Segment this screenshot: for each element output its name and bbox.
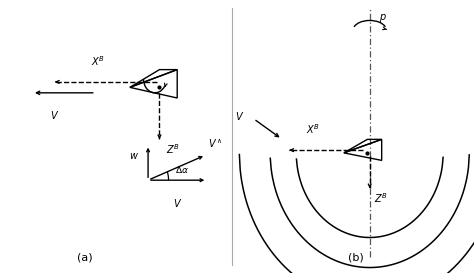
Text: $\Delta\alpha$: $\Delta\alpha$ bbox=[175, 164, 189, 175]
Text: $w$: $w$ bbox=[129, 151, 139, 161]
Text: $V$: $V$ bbox=[235, 110, 244, 122]
Text: (a): (a) bbox=[77, 252, 92, 262]
Text: $V$: $V$ bbox=[50, 109, 59, 121]
Text: $X^B$: $X^B$ bbox=[306, 123, 320, 136]
Text: $V$: $V$ bbox=[173, 197, 182, 209]
Text: $V^\wedge$: $V^\wedge$ bbox=[208, 137, 223, 150]
Text: $p$: $p$ bbox=[379, 12, 387, 24]
Text: $Z^B$: $Z^B$ bbox=[166, 142, 180, 156]
Text: $Z^B$: $Z^B$ bbox=[374, 191, 388, 205]
Text: $X^B$: $X^B$ bbox=[91, 54, 105, 68]
Text: (b): (b) bbox=[347, 252, 364, 262]
